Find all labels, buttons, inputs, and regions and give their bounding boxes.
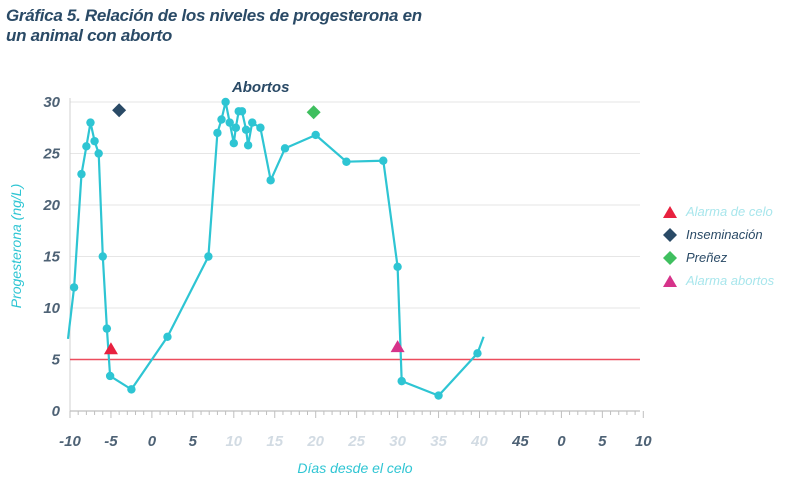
data-point-27 [311, 130, 320, 140]
axes [69, 98, 644, 418]
legend-label: Preñez [686, 250, 728, 265]
x-tick-6: 20 [306, 433, 324, 450]
data-point-16 [225, 118, 234, 127]
alarma_celo-marker [103, 342, 118, 355]
data-point-15 [221, 97, 230, 107]
abortos-annotation: Abortos [231, 79, 290, 96]
data-point-13 [213, 128, 222, 138]
x-tick-10: 40 [470, 433, 488, 450]
data-point-20 [237, 107, 247, 116]
event-markers [103, 103, 405, 355]
data-point-25 [266, 176, 275, 185]
data-point-23 [248, 118, 257, 127]
legend-item-alarma_celo: Alarma de celo [662, 200, 774, 223]
y-tick-15: 15 [43, 249, 60, 266]
data-point-10 [127, 385, 136, 394]
x-tick-11: 45 [511, 433, 529, 450]
data-points [69, 97, 482, 400]
data-point-5 [90, 136, 99, 146]
data-point-14 [217, 115, 226, 124]
progesterone-series-line [66, 100, 485, 397]
legend-item-alarma_abortos: Alarma abortos [662, 269, 774, 292]
chart-title-line-1: Gráfica 5. Relación de los niveles de pr… [6, 6, 422, 25]
data-point-6 [94, 149, 103, 158]
data-point-18 [231, 123, 241, 132]
y-tick-labels: 0 5 10 15 20 25 30 [42, 94, 60, 420]
y-tick-0: 0 [52, 403, 61, 420]
triangle-icon [663, 205, 677, 218]
x-tick-14: 10 [635, 433, 652, 450]
chart-title-line-2: un animal con aborto [6, 26, 172, 45]
data-point-9 [105, 371, 115, 381]
data-point-11 [163, 332, 172, 342]
data-point-8 [102, 324, 112, 333]
data-point-17 [229, 139, 238, 148]
y-tick-25: 25 [42, 146, 60, 163]
data-point-32 [434, 391, 443, 400]
x-tick-1: -5 [104, 433, 118, 450]
data-point-1 [69, 283, 79, 292]
legend-item-inseminacion: Inseminación [662, 223, 774, 246]
legend-label: Inseminación [686, 227, 763, 242]
data-point-24 [256, 123, 265, 132]
data-point-28 [342, 157, 351, 166]
data-point-26 [280, 144, 290, 153]
inseminacion-marker [112, 103, 127, 118]
data-point-7 [98, 252, 107, 261]
triangle-icon [663, 274, 677, 287]
x-tick-7: 25 [347, 433, 365, 450]
y-tick-5: 5 [52, 352, 61, 369]
y-tick-20: 20 [42, 197, 60, 214]
x-tick-12: 0 [557, 433, 566, 450]
x-tick-labels: -10 -5 0 5 10 15 20 25 30 35 40 45 0 5 10 [59, 433, 652, 450]
legend: Alarma de celo Inseminación Preñez Alarma a… [662, 200, 774, 292]
x-tick-9: 35 [430, 433, 447, 450]
data-point-21 [241, 125, 251, 135]
data-point-29 [379, 156, 388, 165]
data-point-4 [86, 118, 95, 127]
x-tick-13: 5 [598, 433, 607, 450]
x-tick-2: 0 [148, 433, 157, 450]
data-point-12 [204, 252, 213, 261]
x-axis-label: Días desde el celo [297, 460, 412, 476]
data-point-33 [473, 349, 482, 358]
y-tick-10: 10 [43, 300, 60, 317]
data-point-31 [397, 376, 406, 386]
data-point-2 [77, 169, 86, 179]
x-tick-0: -10 [59, 433, 81, 450]
chart-title: Gráfica 5. Relación de los niveles de pr… [6, 6, 426, 46]
data-point-3 [82, 142, 91, 151]
y-axis-label: Progesterona (ng/L) [8, 184, 24, 309]
x-tick-3: 5 [189, 433, 198, 450]
diamond-icon [663, 227, 677, 242]
data-point-30 [393, 262, 402, 271]
x-tick-4: 10 [225, 433, 242, 450]
grid-lines [70, 101, 640, 360]
legend-label: Alarma abortos [686, 273, 775, 288]
data-point-22 [243, 141, 253, 150]
prenez-marker [306, 105, 321, 120]
diamond-icon [663, 250, 677, 265]
alarma_abortos-marker [390, 340, 405, 353]
legend-item-prenez: Preñez [662, 246, 774, 269]
x-tick-8: 30 [389, 433, 406, 450]
x-tick-5: 15 [266, 433, 283, 450]
y-tick-30: 30 [43, 94, 60, 111]
legend-label: Alarma de celo [686, 204, 773, 219]
